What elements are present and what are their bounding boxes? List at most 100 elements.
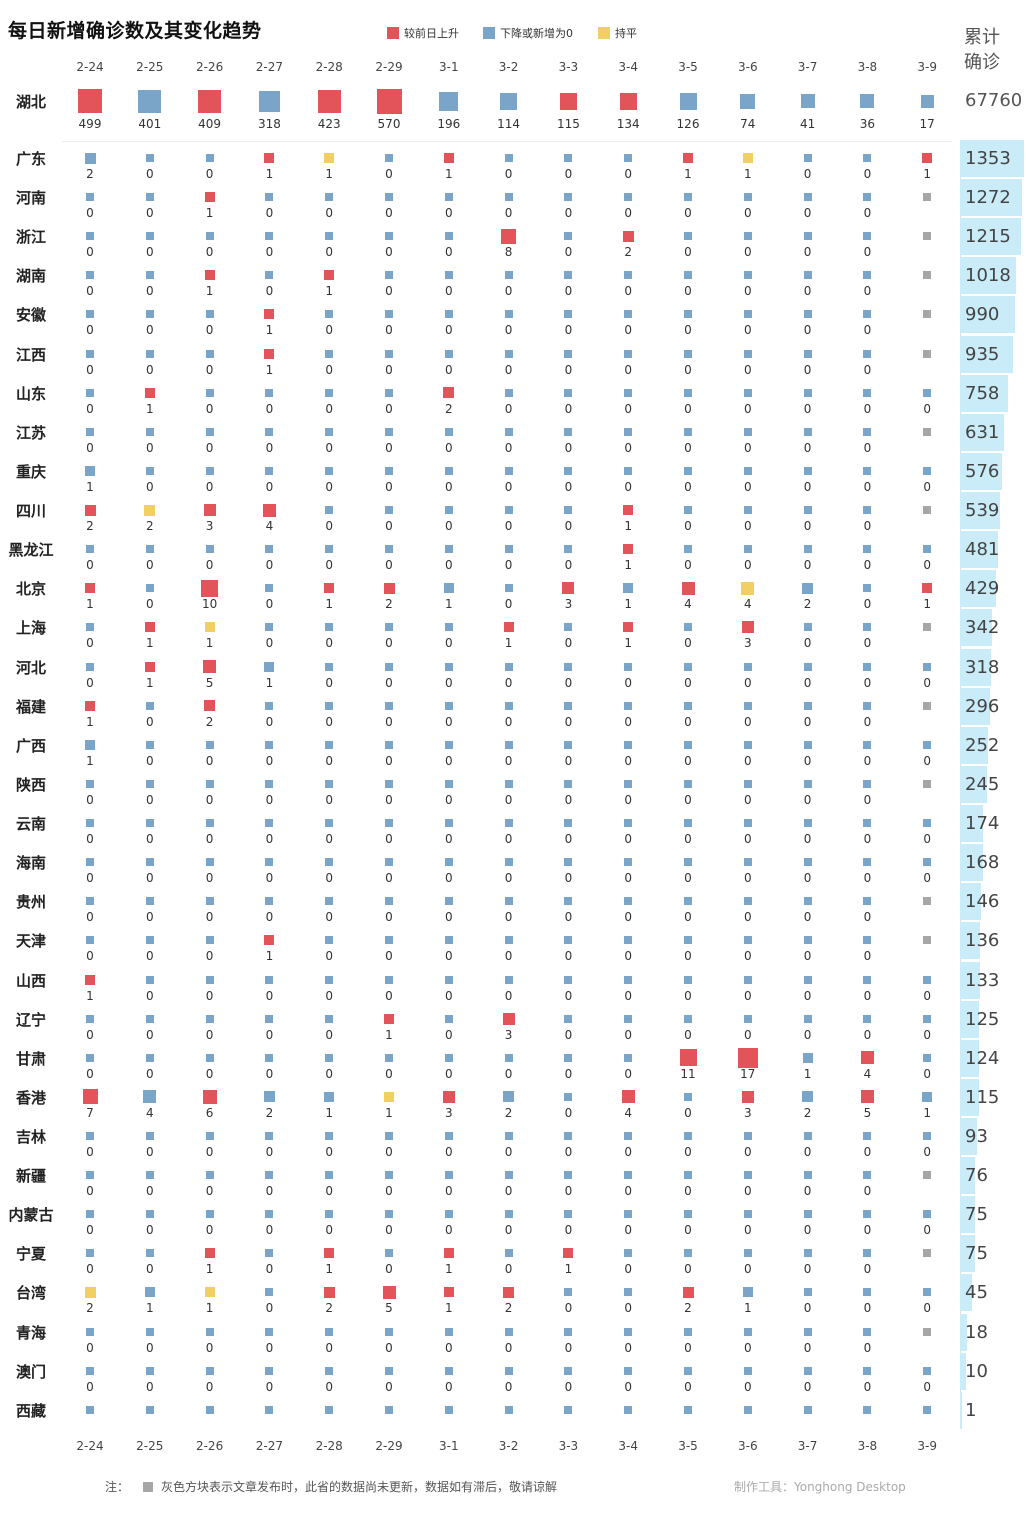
cell-square bbox=[264, 153, 275, 163]
cell-square bbox=[444, 1366, 453, 1375]
cell-square bbox=[325, 1014, 334, 1023]
cell-square bbox=[325, 545, 334, 554]
cell-square bbox=[563, 1248, 574, 1259]
cell-square bbox=[504, 740, 513, 749]
cell-square bbox=[564, 1405, 573, 1414]
cell-square bbox=[743, 897, 752, 906]
cell-value: 0 bbox=[86, 1027, 94, 1042]
cell-square bbox=[624, 349, 633, 358]
cell-square bbox=[85, 583, 95, 594]
cell-square bbox=[204, 1287, 215, 1298]
cell-square bbox=[145, 193, 154, 202]
cell-square bbox=[444, 701, 453, 710]
cell-square bbox=[743, 1366, 752, 1375]
cell-square bbox=[325, 232, 334, 241]
cell-value: 1 bbox=[325, 1105, 333, 1120]
cell-square bbox=[86, 1132, 94, 1140]
bottom-date-2-29: 2-29 bbox=[375, 1439, 403, 1453]
cell-value: 0 bbox=[86, 206, 94, 221]
cumulative-value: 115 bbox=[965, 1086, 1000, 1108]
cell-square bbox=[444, 1210, 453, 1219]
cell-square bbox=[86, 819, 94, 828]
cell-square bbox=[624, 154, 633, 162]
cell-value: 2 bbox=[145, 519, 154, 534]
cell-square bbox=[204, 270, 215, 281]
cumulative-bar bbox=[960, 296, 1015, 334]
cumulative-value: 168 bbox=[965, 852, 1000, 874]
cumulative-value: 342 bbox=[965, 617, 1000, 639]
cell-value: 0 bbox=[205, 1379, 214, 1394]
cell-square bbox=[444, 740, 453, 749]
cell-value: 0 bbox=[564, 1184, 573, 1199]
cell-value: 0 bbox=[803, 558, 812, 573]
cell-square bbox=[444, 506, 453, 515]
cell-value: 0 bbox=[385, 753, 393, 768]
cell-square bbox=[623, 583, 634, 594]
cell-square bbox=[385, 779, 393, 788]
cell-value: 0 bbox=[325, 753, 333, 768]
cell-square bbox=[86, 232, 94, 241]
cell-value: 0 bbox=[624, 1027, 632, 1042]
cell-value: 0 bbox=[624, 871, 632, 886]
cell-square bbox=[923, 232, 932, 241]
cell-square bbox=[145, 1249, 154, 1258]
top-date-3-6: 3-6 bbox=[737, 60, 758, 74]
cell-value: 0 bbox=[504, 479, 513, 494]
province-label: 台湾 bbox=[15, 1284, 46, 1303]
cell-value: 0 bbox=[504, 519, 513, 534]
cell-value: 0 bbox=[803, 714, 812, 729]
cell-value: 0 bbox=[564, 1105, 573, 1120]
cell-value: 0 bbox=[205, 401, 214, 416]
cell-value: 1 bbox=[265, 675, 274, 690]
bottom-date-axis: 2-24 2-25 2-26 2-27 2-28 2-29 3-1 3-2 3-3 3-4 3-5 3… bbox=[0, 1439, 960, 1455]
top-date-3-7: 3-7 bbox=[797, 60, 818, 74]
cell-square bbox=[145, 232, 154, 241]
cell-square bbox=[385, 466, 393, 475]
cell-square bbox=[325, 936, 334, 945]
cell-square bbox=[743, 779, 752, 788]
cell-square bbox=[743, 1014, 752, 1023]
province-label: 云南 bbox=[15, 815, 46, 834]
cell-square bbox=[84, 504, 96, 516]
cell-square bbox=[624, 936, 633, 945]
cell-value: 0 bbox=[205, 1340, 214, 1355]
cell-square bbox=[444, 662, 453, 671]
cell-square bbox=[803, 1014, 812, 1023]
top-date-3-2: 3-2 bbox=[498, 60, 519, 74]
cell-value-hubei-2-24: 499 bbox=[78, 117, 102, 131]
cumulative-value: 45 bbox=[965, 1282, 988, 1304]
cell-square bbox=[205, 858, 214, 867]
cell-square bbox=[684, 271, 692, 280]
cell-value: 0 bbox=[684, 1145, 692, 1159]
cumulative-value: 1 bbox=[965, 1399, 977, 1421]
cell-value: 1 bbox=[205, 206, 214, 221]
cell-value: 0 bbox=[923, 1145, 931, 1159]
cell-square bbox=[86, 388, 94, 397]
cumulative-header-line2: 确诊 bbox=[964, 52, 1000, 73]
cell-value: 0 bbox=[145, 479, 154, 494]
cell-value: 0 bbox=[803, 167, 812, 181]
cell-value: 0 bbox=[743, 832, 752, 847]
cumulative-bar bbox=[960, 413, 1004, 451]
cell-value: 0 bbox=[863, 362, 872, 377]
cell-square bbox=[803, 193, 812, 202]
cell-square bbox=[265, 232, 274, 241]
cell-value: 1 bbox=[385, 1105, 393, 1120]
cumulative-bar bbox=[960, 687, 990, 725]
cell-square bbox=[86, 1053, 94, 1062]
cell-square bbox=[442, 1090, 455, 1103]
cell-square bbox=[743, 1327, 752, 1336]
cell-square bbox=[145, 1366, 154, 1375]
cell-value: 0 bbox=[385, 1340, 393, 1355]
cell-value: 0 bbox=[385, 1184, 393, 1199]
cell-square bbox=[325, 1053, 334, 1062]
cell-square bbox=[385, 1132, 393, 1140]
cell-value: 1 bbox=[923, 167, 931, 181]
cell-value: 0 bbox=[86, 1184, 94, 1199]
cell-square bbox=[503, 1286, 515, 1298]
cell-square bbox=[325, 1405, 334, 1414]
cell-value: 0 bbox=[86, 910, 94, 925]
cell-square bbox=[923, 388, 932, 397]
cell-value: 0 bbox=[86, 323, 94, 338]
cell-square bbox=[684, 349, 692, 358]
